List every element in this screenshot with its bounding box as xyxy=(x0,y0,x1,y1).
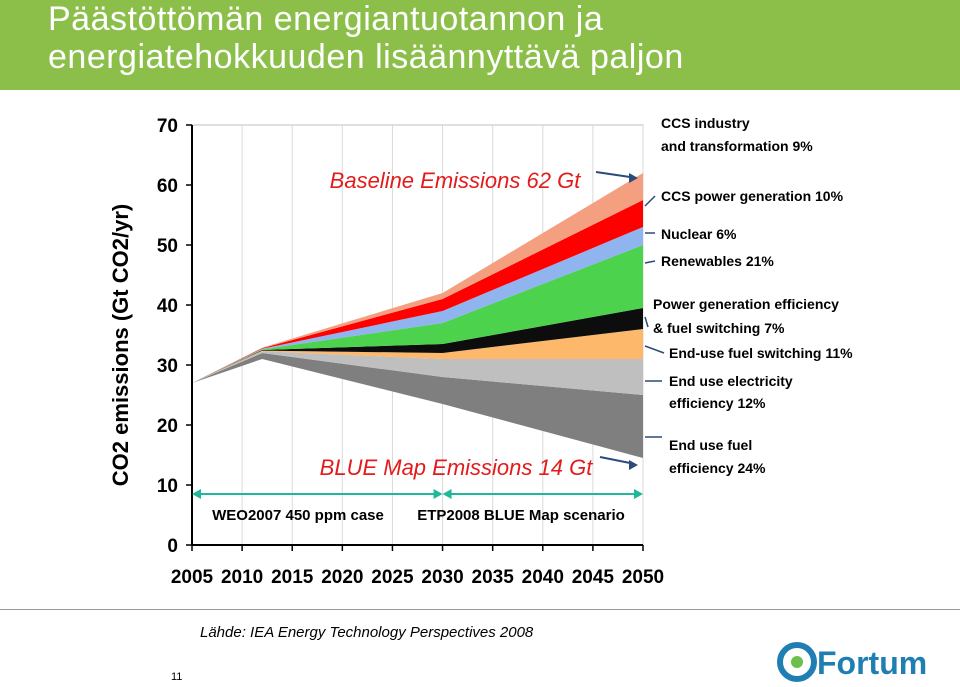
x-tick-label: 2030 xyxy=(421,567,463,588)
footer-divider xyxy=(0,609,960,610)
area-layer-2 xyxy=(192,329,643,383)
x-tick-label: 2020 xyxy=(321,567,363,588)
x-tick-label: 2010 xyxy=(221,567,263,588)
etp-left-arrowhead-icon xyxy=(442,489,452,499)
area-layer-1 xyxy=(192,351,643,395)
y-tick-label: 60 xyxy=(157,176,178,197)
annotation-leader-4 xyxy=(644,316,649,328)
y-tick-label: 50 xyxy=(157,236,178,257)
y-tick-label: 10 xyxy=(157,476,178,497)
annotation-label-4-0: Power generation efficiency xyxy=(653,296,839,312)
annotation-label-1-0: CCS power generation 10% xyxy=(661,188,844,204)
baseline-arrow xyxy=(595,171,631,178)
annotation-label-5-0: End-use fuel switching 11% xyxy=(669,345,853,361)
slide-title: Päästöttömän energiantuotannon ja energi… xyxy=(48,0,948,76)
x-tick-label: 2045 xyxy=(572,567,615,588)
annotation-leader-1 xyxy=(644,195,656,207)
baseline-emissions-label: Baseline Emissions 62 Gt xyxy=(330,168,582,193)
annotation-label-7-1: efficiency 24% xyxy=(669,460,766,476)
annotation-label-2-0: Nuclear 6% xyxy=(661,226,737,242)
etp-right-arrowhead-icon xyxy=(634,489,643,499)
y-axis-label: CO2 emissions (Gt CO2/yr) xyxy=(108,204,133,486)
annotation-label-0-1: and transformation 9% xyxy=(661,138,813,154)
annotation-label-6-0: End use electricity xyxy=(669,373,793,389)
x-tick-label: 2015 xyxy=(271,567,314,588)
blue-map-arrow xyxy=(599,456,631,464)
slide-title-line-1: Päästöttömän energiantuotannon ja xyxy=(48,0,604,38)
x-tick-label: 2025 xyxy=(371,567,414,588)
y-tick-label: 40 xyxy=(157,296,178,317)
source-citation: Lähde: IEA Energy Technology Perspective… xyxy=(200,624,534,641)
y-tick-label: 20 xyxy=(157,416,178,437)
weo-left-arrowhead-icon xyxy=(192,489,201,499)
x-tick-label: 2040 xyxy=(522,567,564,588)
area-layer-4 xyxy=(192,245,643,383)
fortum-logo-dot-icon xyxy=(791,656,803,668)
fortum-logo-ring-icon xyxy=(777,642,817,682)
weo-right-arrowhead-icon xyxy=(433,489,443,499)
page-number: 11 xyxy=(171,671,183,683)
baseline-arrowhead-icon xyxy=(629,173,638,183)
weo-scenario-label: WEO2007 450 ppm case xyxy=(212,507,384,524)
y-tick-label: 0 xyxy=(167,536,178,557)
y-tick-label: 70 xyxy=(157,116,178,137)
annotation-label-0-0: CCS industry xyxy=(661,115,750,131)
area-layer-3 xyxy=(192,308,643,383)
title-bar: Päästöttömän energiantuotannon ja energi… xyxy=(0,0,960,90)
x-tick-label: 2035 xyxy=(472,567,515,588)
fortum-logo: Fortum xyxy=(777,642,927,682)
annotation-label-6-1: efficiency 12% xyxy=(669,395,766,411)
x-tick-label: 2050 xyxy=(622,567,664,588)
fortum-logo-text: Fortum xyxy=(817,645,927,681)
area-layer-0 xyxy=(192,353,643,458)
annotation-leader-5 xyxy=(644,345,665,354)
annotation-label-3-0: Renewables 21% xyxy=(661,253,774,269)
y-tick-label: 30 xyxy=(157,356,178,377)
annotation-label-7-0: End use fuel xyxy=(669,437,752,453)
area-layer-6 xyxy=(192,200,643,383)
annotation-label-4-1: & fuel switching 7% xyxy=(653,320,785,336)
slide-title-line-2: energiatehokkuuden lisäännyttävä paljon xyxy=(48,38,684,76)
blue-map-arrowhead-icon xyxy=(629,460,638,470)
blue-map-emissions-label: BLUE Map Emissions 14 Gt xyxy=(320,455,594,480)
annotation-leader-3 xyxy=(644,260,656,264)
x-tick-label: 2005 xyxy=(171,567,214,588)
etp-scenario-label: ETP2008 BLUE Map scenario xyxy=(417,507,625,524)
